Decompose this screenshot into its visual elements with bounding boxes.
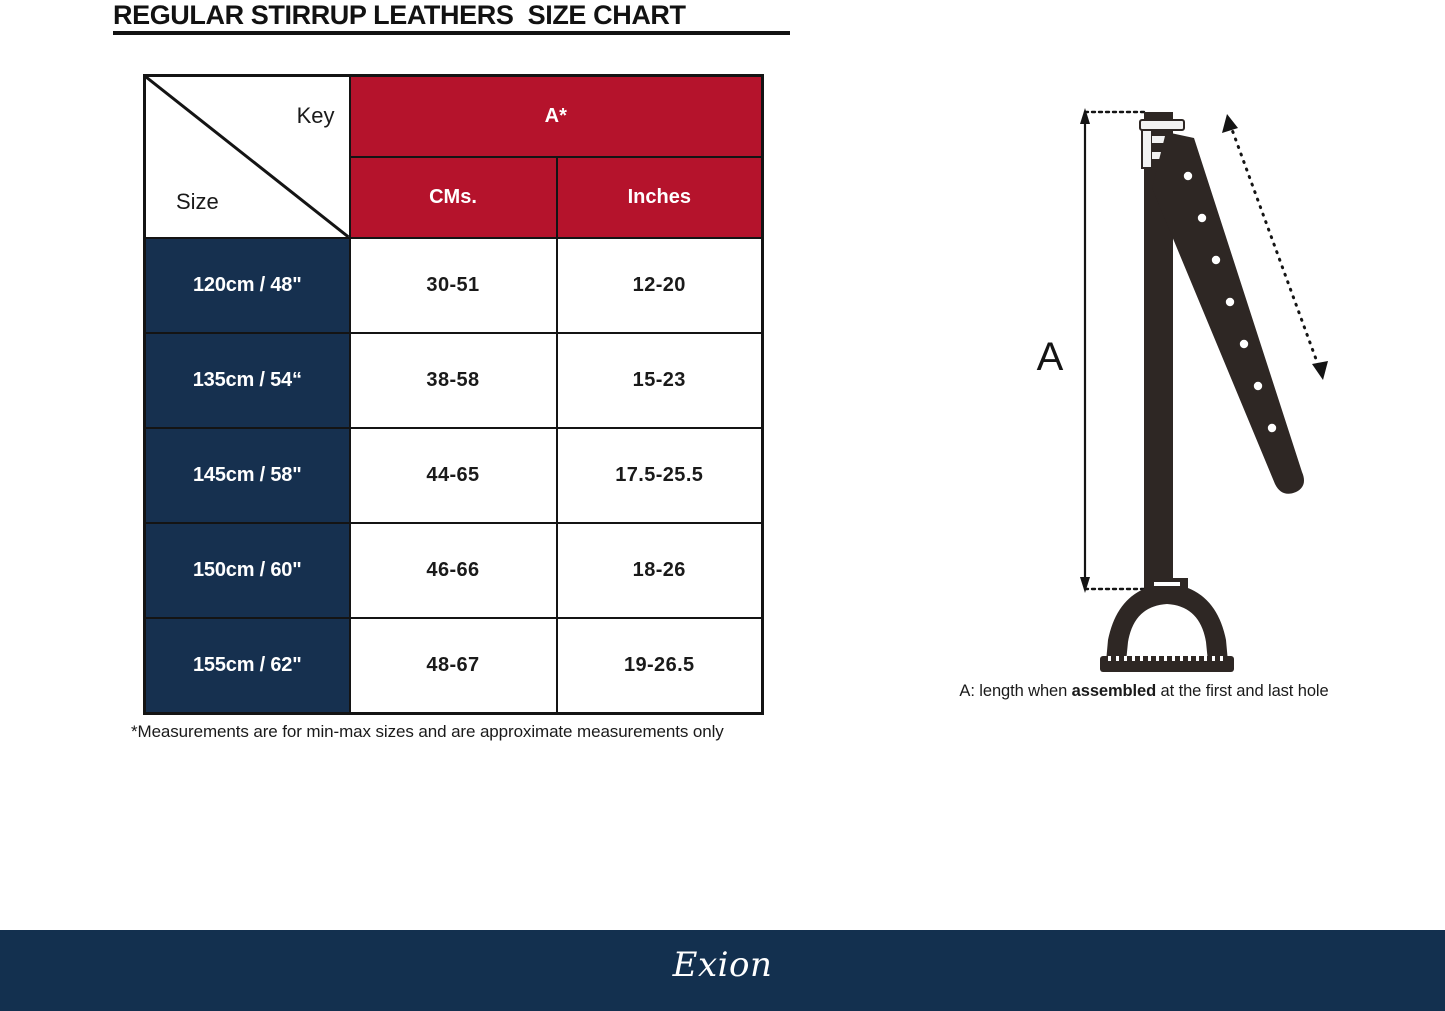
unit-header-inches: Inches bbox=[555, 156, 764, 239]
row-cm-value: 46-66 bbox=[348, 522, 558, 619]
corner-key-size-cell: Key Size bbox=[143, 74, 351, 239]
dimension-label-a: A bbox=[1037, 335, 1064, 379]
row-inches-value: 15-23 bbox=[555, 332, 764, 429]
table-row: 155cm / 62" 48-67 19-26.5 bbox=[143, 617, 764, 715]
group-header-a: A* bbox=[348, 74, 764, 158]
size-chart-table: Key Size A* CMs. Inches 120cm / 48" 30-5… bbox=[143, 74, 765, 715]
row-size-label: 155cm / 62" bbox=[143, 617, 351, 715]
diagram-caption: A: length when assembled at the first an… bbox=[934, 682, 1354, 701]
footer-band bbox=[0, 930, 1445, 1011]
dimension-leader-lines bbox=[1083, 110, 1148, 591]
dimension-line-a bbox=[1080, 108, 1090, 593]
row-size-label: 150cm / 60" bbox=[143, 522, 351, 619]
corner-key-label: Key bbox=[296, 103, 335, 128]
row-size-label: 145cm / 58" bbox=[143, 427, 351, 524]
table-row: 120cm / 48" 30-51 12-20 bbox=[143, 237, 764, 334]
caption-bold-word: assembled bbox=[1071, 682, 1157, 700]
row-cm-value: 44-65 bbox=[348, 427, 558, 524]
row-size-label: 135cm / 54“ bbox=[143, 332, 351, 429]
row-cm-value: 30-51 bbox=[348, 237, 558, 334]
buckle-icon bbox=[1139, 119, 1185, 169]
adjustment-arrow bbox=[1222, 114, 1328, 380]
row-cm-value: 48-67 bbox=[348, 617, 558, 715]
stirrup-iron-icon bbox=[1100, 578, 1234, 672]
row-inches-value: 18-26 bbox=[555, 522, 764, 619]
caption-suffix: at the first and last hole bbox=[1156, 682, 1329, 700]
brand-logo: Exion bbox=[672, 945, 773, 985]
stirrup-leather-diagram: A bbox=[1037, 108, 1328, 672]
leather-strap-main bbox=[1144, 112, 1173, 592]
corner-size-label: Size bbox=[176, 189, 219, 214]
row-inches-value: 17.5-25.5 bbox=[555, 427, 764, 524]
table-header-row-units: CMs. Inches bbox=[145, 156, 764, 239]
leather-strap-tail bbox=[1152, 132, 1304, 494]
row-inches-value: 19-26.5 bbox=[555, 617, 764, 715]
table-row: 150cm / 60" 46-66 18-26 bbox=[143, 522, 764, 619]
table-row: 135cm / 54“ 38-58 15-23 bbox=[143, 332, 764, 429]
table-header-row-top: Key Size A* bbox=[143, 74, 764, 239]
table-row: 145cm / 58" 44-65 17.5-25.5 bbox=[143, 427, 764, 524]
row-size-label: 120cm / 48" bbox=[143, 237, 351, 334]
caption-prefix: A: length when bbox=[959, 682, 1072, 700]
row-inches-value: 12-20 bbox=[555, 237, 764, 334]
row-cm-value: 38-58 bbox=[348, 332, 558, 429]
page-title: REGULAR STIRRUP LEATHERS SIZE CHART bbox=[113, 0, 686, 30]
unit-header-cms: CMs. bbox=[348, 156, 558, 239]
measurement-footnote: *Measurements are for min-max sizes and … bbox=[131, 722, 724, 741]
title-underline bbox=[113, 31, 790, 35]
